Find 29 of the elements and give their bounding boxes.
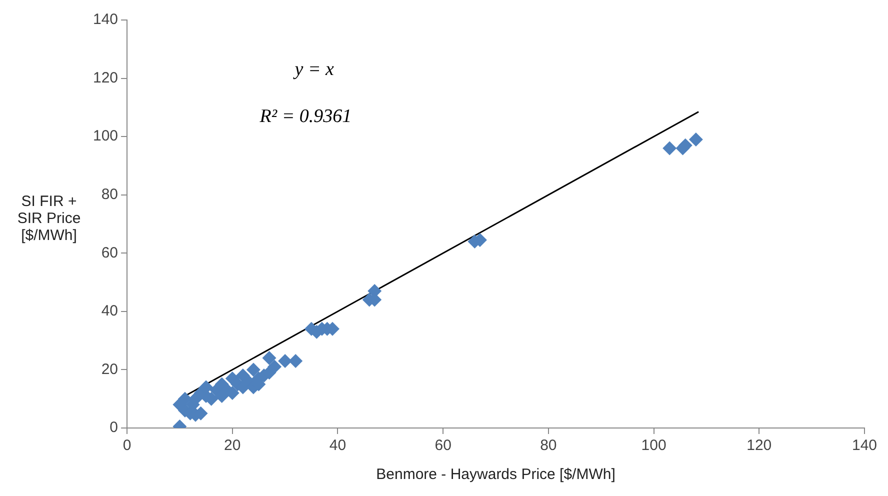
x-tick-label: 60 <box>434 437 452 454</box>
y-tick-label: 140 <box>92 11 118 28</box>
point <box>678 138 692 152</box>
x-tick-label: 100 <box>641 437 666 454</box>
point <box>688 132 703 146</box>
annotation: y = x <box>292 59 335 80</box>
point <box>262 351 276 366</box>
x-tick-label: 120 <box>746 437 772 454</box>
point <box>662 141 677 156</box>
x-tick-label: 40 <box>329 437 346 454</box>
x-axis-title: Benmore - Haywards Price [$/MWh] <box>376 466 616 484</box>
point <box>268 360 282 374</box>
point <box>278 354 292 368</box>
y-tick-label: 100 <box>92 128 118 145</box>
y-tick-label: 20 <box>101 360 118 378</box>
x-tick-label: 20 <box>224 437 241 454</box>
y-tick-label: 40 <box>101 302 118 320</box>
annotation: R² = 0.9361 <box>258 106 352 127</box>
y-tick-label: 120 <box>92 69 118 86</box>
x-tick-label: 140 <box>852 437 877 454</box>
x-tick-label: 80 <box>540 437 557 454</box>
y-tick-label: 0 <box>110 419 118 436</box>
y-tick-label: 60 <box>101 244 118 262</box>
point <box>246 362 260 377</box>
y-axis-title: SI FIR + SIR Price [$/MWh] <box>16 192 82 244</box>
point <box>288 354 303 368</box>
x-tick-label: 0 <box>122 437 132 454</box>
point <box>178 392 192 406</box>
y-tick-label: 80 <box>101 186 118 203</box>
